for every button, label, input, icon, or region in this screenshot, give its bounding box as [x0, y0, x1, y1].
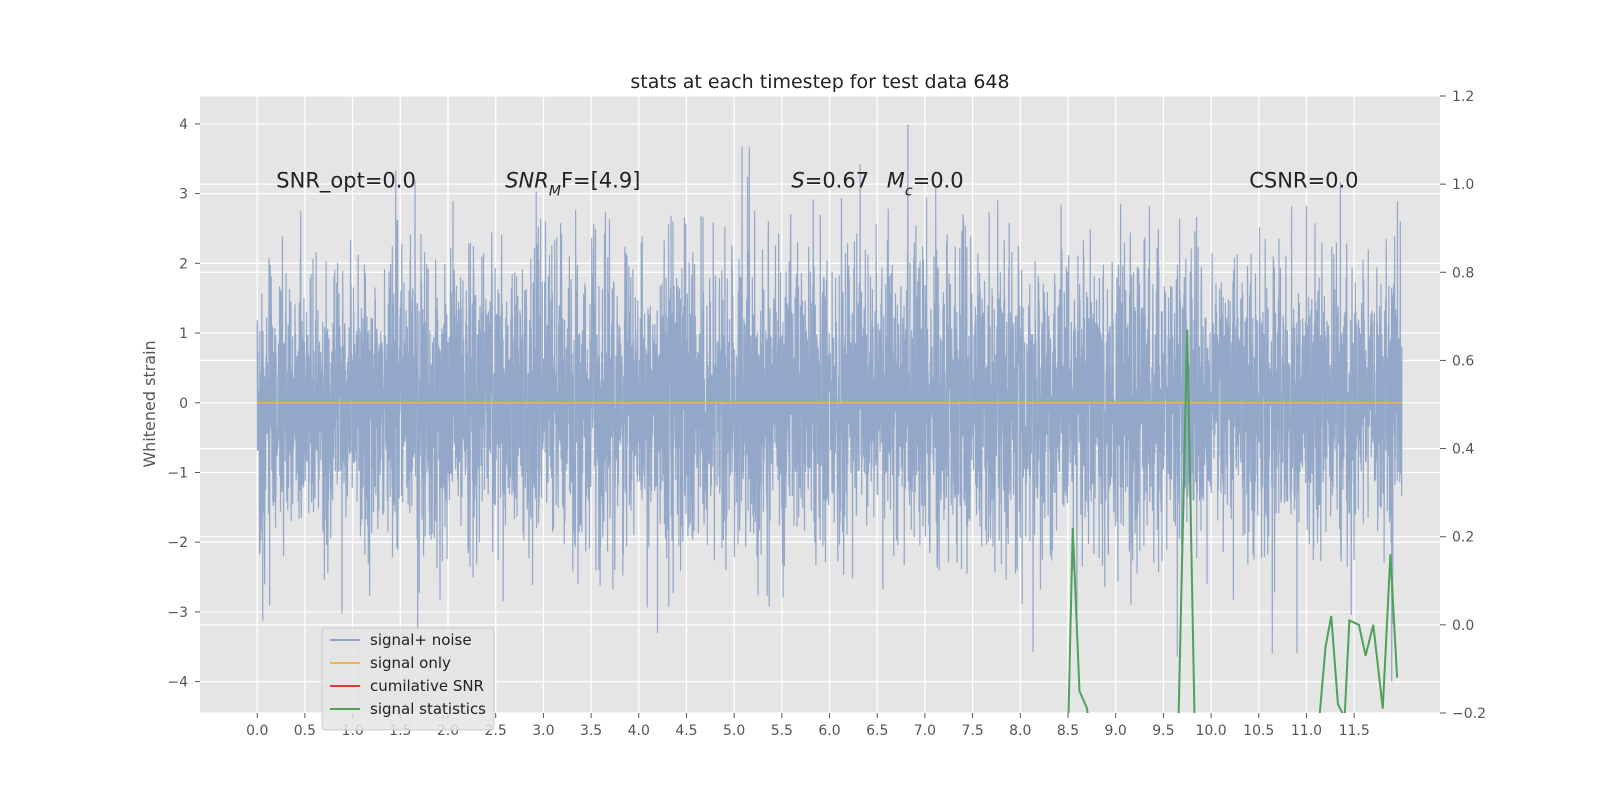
x-tick-label: 7.0 [914, 723, 936, 739]
y2-tick-label: 0.6 [1452, 353, 1474, 369]
x-tick-label: 3.0 [532, 723, 554, 739]
annotations: SNR_opt=0.0 SNRMF=[4.9] S=0.67 Mc=0.0 CSNR=0… [276, 169, 1358, 200]
signal-statistics-line [1067, 329, 1399, 713]
annotation-subscript: c [905, 184, 913, 200]
annotation-main: S [791, 169, 804, 193]
chart-title: stats at each timestep for test data 648 [630, 71, 1009, 93]
legend: signal+ noise signal only cumilative SNR si… [321, 627, 495, 731]
annotation-main: CSNR=0.0 [1249, 169, 1358, 193]
y-axis-label: Whitened strain [140, 340, 159, 467]
x-tick-label: 9.0 [1105, 723, 1127, 739]
y2-tick-label: −0.2 [1452, 706, 1486, 722]
axes: 0.0 0.5 1.0 1.5 2.0 2.5 3.0 3.5 4.0 4.5 5.0 5.5 6.0 6… [167, 89, 1486, 739]
x-tick-label: 4.0 [628, 723, 650, 739]
annotation-main: M [887, 169, 905, 193]
annotation-value: =0.0 [913, 169, 964, 193]
legend-entry-label: signal+ noise [370, 631, 472, 649]
y2-tick-label: 1.0 [1452, 177, 1474, 193]
stat-annotation: SNR_opt=0.0 [276, 169, 416, 194]
x-tick-label: 11.0 [1291, 723, 1322, 739]
x-tick-label: 0.0 [246, 723, 268, 739]
legend-entry-label: signal statistics [370, 700, 486, 718]
x-tick-label: 7.5 [961, 723, 983, 739]
legend-entry-label: signal only [370, 654, 451, 672]
stat-annotation: SNRMF=[4.9] [505, 169, 640, 200]
stat-annotation: S=0.67 [791, 169, 869, 193]
x-tick-label: 4.5 [675, 723, 697, 739]
x-tick-label: 10.0 [1195, 723, 1226, 739]
legend-entry-label: cumilative SNR [370, 677, 484, 695]
y-tick-label: 1 [179, 326, 188, 342]
x-tick-label: 11.5 [1339, 723, 1370, 739]
x-tick-label: 3.5 [580, 723, 602, 739]
annotation-subscript: M [549, 184, 561, 200]
x-tick-label: 8.5 [1057, 723, 1079, 739]
series-signal-statistics [1067, 329, 1399, 713]
series-signal-noise [256, 124, 1403, 682]
x-tick-label: 6.5 [866, 723, 888, 739]
y2-tick-label: 0.0 [1452, 618, 1474, 634]
x-tick-label: 5.5 [771, 723, 793, 739]
y-tick-label: −3 [167, 605, 188, 621]
stat-annotation: CSNR=0.0 [1249, 169, 1358, 193]
legend-box [321, 627, 495, 731]
y-tick-label: −1 [167, 465, 188, 481]
y-tick-label: 3 [179, 187, 188, 203]
x-tick-label: 8.0 [1009, 723, 1031, 739]
signal-noise-line [256, 124, 1403, 682]
y-tick-label: −2 [167, 535, 188, 551]
annotation-main: SNR_opt=0.0 [276, 169, 416, 194]
y2-tick-label: 0.8 [1452, 265, 1474, 281]
x-tick-label: 5.0 [723, 723, 745, 739]
x-tick-label: 0.5 [294, 723, 316, 739]
y-tick-label: 4 [179, 117, 188, 133]
annotation-value: F=[4.9] [561, 169, 640, 193]
y2-tick-label: 0.4 [1452, 442, 1474, 458]
stat-annotation: Mc=0.0 [887, 169, 964, 200]
y-tick-label: 0 [179, 396, 188, 412]
y2-tick-label: 1.2 [1452, 89, 1474, 105]
x-tick-label: 9.5 [1152, 723, 1174, 739]
y-tick-label: −4 [167, 675, 188, 691]
annotation-main: SNR [505, 169, 549, 193]
x-tick-label: 6.0 [818, 723, 840, 739]
x-tick-label: 10.5 [1243, 723, 1274, 739]
annotation-value: =0.67 [805, 169, 869, 193]
y2-tick-label: 0.2 [1452, 530, 1474, 546]
y-tick-label: 2 [179, 256, 188, 272]
